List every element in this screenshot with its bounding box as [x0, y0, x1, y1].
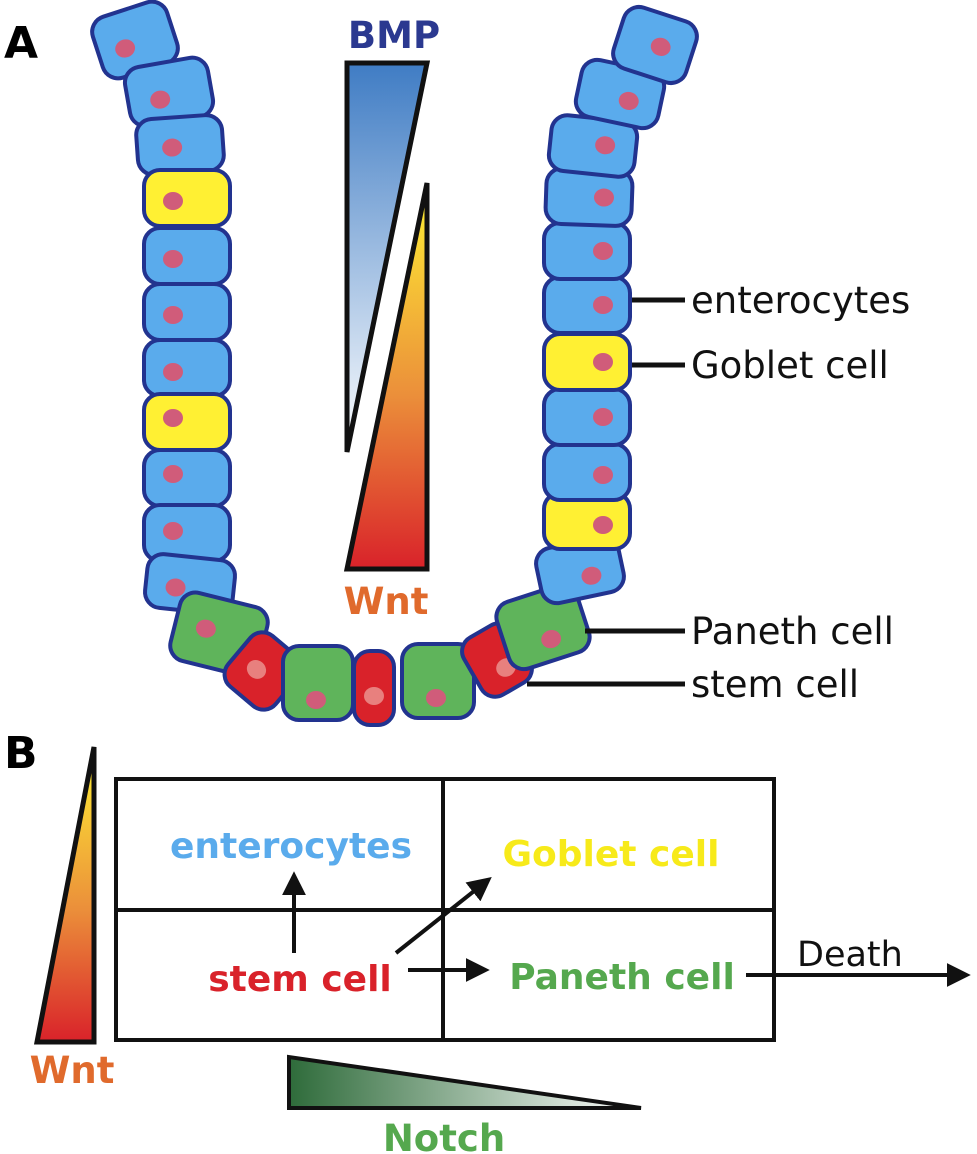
- paneth-cell-body: [281, 644, 355, 722]
- nucleus: [163, 465, 183, 483]
- callout-goblet-cell: Goblet cell: [691, 344, 889, 387]
- enterocyte-cell: [546, 113, 640, 179]
- nucleus: [593, 353, 613, 371]
- enterocyte-cell-body: [542, 221, 632, 281]
- goblet-cell-body: [542, 332, 632, 392]
- notch-gradient-triangle: [287, 1054, 642, 1110]
- enterocyte-cell: [142, 448, 232, 508]
- paneth-cell-body: [400, 642, 476, 720]
- nucleus: [163, 306, 183, 324]
- enterocyte-cell-body: [142, 448, 232, 508]
- enterocyte-cell: [142, 282, 232, 342]
- fate-grid: [114, 777, 776, 1042]
- nucleus: [163, 522, 183, 540]
- enterocyte-cell-body: [542, 442, 632, 502]
- bmp-gradient-triangle: [344, 60, 431, 453]
- enterocyte-cell-body: [142, 503, 232, 563]
- nucleus: [364, 687, 384, 705]
- nucleus: [593, 466, 613, 484]
- nucleus: [595, 136, 616, 155]
- nucleus: [593, 242, 613, 260]
- enterocyte-cell: [542, 442, 632, 502]
- enterocyte-cell-body: [142, 226, 232, 286]
- nucleus: [163, 192, 183, 210]
- nucleus: [195, 619, 216, 638]
- paneth-cell: [281, 644, 355, 722]
- label-death: Death: [797, 935, 903, 975]
- enterocyte-cell: [142, 503, 232, 563]
- enterocyte-cell: [134, 113, 226, 177]
- enterocyte-cell: [122, 55, 216, 129]
- enterocyte-cell: [90, 0, 180, 81]
- notch-label: Notch: [383, 1117, 505, 1154]
- nucleus: [246, 660, 267, 679]
- enterocyte-cell: [542, 221, 632, 281]
- nucleus: [593, 408, 613, 426]
- enterocyte-cell-body: [542, 275, 632, 335]
- panel-a-label: A: [4, 18, 38, 69]
- nucleus: [650, 37, 671, 56]
- callout-paneth-cell: Paneth cell: [691, 610, 894, 653]
- enterocyte-cell: [542, 275, 632, 335]
- nucleus: [163, 409, 183, 427]
- goblet-cell-body: [142, 392, 232, 452]
- nucleus: [162, 138, 183, 157]
- paneth-cell: [400, 642, 476, 720]
- label-goblet-cell-b: Goblet cell: [503, 834, 720, 875]
- nucleus: [115, 39, 136, 58]
- wnt-label-a: Wnt: [344, 580, 429, 623]
- enterocyte-cell-body: [142, 338, 232, 398]
- nucleus: [426, 689, 446, 707]
- enterocyte-cell-body: [542, 387, 632, 447]
- callout-stem-cell: stem cell: [691, 663, 859, 706]
- panel-b-label: B: [4, 728, 38, 779]
- nucleus: [163, 250, 183, 268]
- nucleus: [306, 691, 326, 709]
- callout-enterocytes: enterocytes: [691, 279, 910, 322]
- nucleus: [593, 516, 613, 534]
- nucleus: [541, 629, 562, 649]
- label-enterocytes-b: enterocytes: [170, 826, 412, 867]
- nucleus: [593, 188, 614, 207]
- enterocyte-cell: [611, 4, 699, 86]
- goblet-cell: [142, 392, 232, 452]
- nucleus: [150, 90, 171, 109]
- nucleus: [618, 91, 639, 111]
- nucleus: [165, 578, 186, 597]
- wnt-label-b: Wnt: [30, 1049, 115, 1092]
- label-paneth-cell-b: Paneth cell: [509, 957, 735, 998]
- enterocyte-cell: [542, 387, 632, 447]
- crypt-cells: [90, 0, 699, 727]
- bmp-label: BMP: [348, 14, 440, 57]
- goblet-cell: [142, 168, 232, 228]
- paneth-cell: [494, 582, 592, 672]
- enterocyte-cell: [142, 338, 232, 398]
- arrow-stem-to-goblet: [394, 877, 492, 955]
- label-stem-cell-b: stem cell: [208, 959, 392, 1000]
- nucleus: [593, 296, 613, 314]
- goblet-cell-body: [142, 168, 232, 228]
- nucleus: [581, 566, 602, 585]
- goblet-cell: [542, 332, 632, 392]
- goblet-cell: [542, 491, 632, 551]
- nucleus: [163, 363, 183, 381]
- wnt-gradient-triangle: [343, 182, 430, 572]
- wnt-gradient-triangle-b: [33, 746, 97, 1045]
- stem-cell: [352, 649, 396, 727]
- enterocyte-cell: [142, 226, 232, 286]
- enterocyte-cell-body: [142, 282, 232, 342]
- paneth-cell-body: [494, 582, 592, 672]
